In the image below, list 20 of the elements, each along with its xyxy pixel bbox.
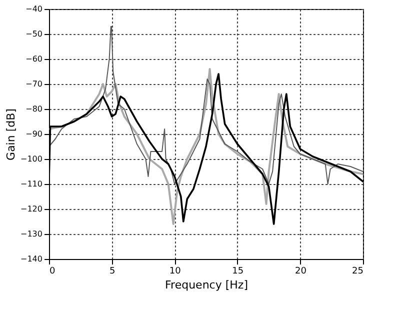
x-tick-label: 0 — [50, 266, 56, 276]
y-tick-label: −50 — [26, 30, 42, 38]
y-tick-label: −60 — [26, 54, 42, 64]
y-tick-label: −110 — [20, 180, 42, 188]
y-tick-label: −140 — [20, 254, 42, 264]
y-tick-label: −130 — [20, 230, 42, 238]
x-tick-label: 20 — [294, 266, 307, 276]
y-tick-label: −100 — [20, 154, 42, 164]
y-tick-label: −80 — [26, 104, 42, 114]
y-tick-label: −120 — [20, 204, 42, 214]
x-tick-label: 15 — [232, 266, 244, 276]
x-axis-title: Frequency [Hz] — [165, 278, 248, 292]
x-tick-label: 5 — [109, 266, 116, 276]
y-tick-label: −90 — [26, 130, 42, 138]
x-tick-label: 10 — [169, 266, 182, 276]
y-tick-label: −40 — [26, 4, 42, 14]
line-series — [49, 26, 363, 184]
y-axis-title: Gain [dB] — [4, 108, 18, 160]
x-tick-label: 25 — [352, 266, 364, 276]
y-tick-label: −70 — [26, 80, 42, 88]
